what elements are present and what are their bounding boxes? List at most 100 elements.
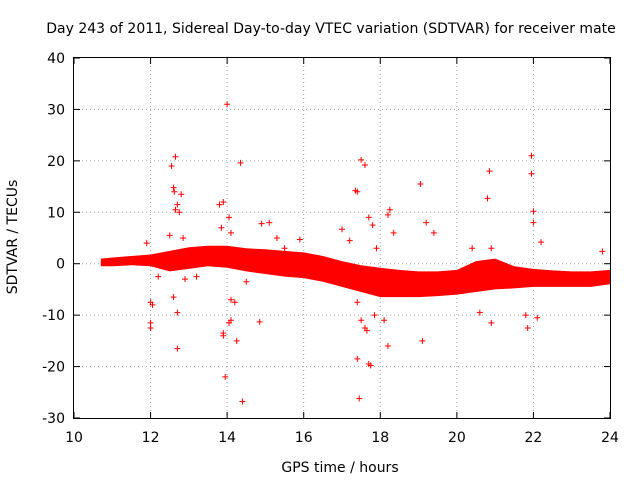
data-point	[361, 161, 368, 168]
data-point	[534, 314, 541, 321]
data-point	[339, 226, 345, 233]
data-point	[599, 248, 606, 255]
x-tick-label: 10	[65, 430, 83, 446]
data-point	[174, 345, 181, 352]
data-point	[417, 181, 424, 187]
data-point	[530, 219, 537, 226]
data-point	[233, 337, 240, 344]
data-point	[178, 191, 185, 198]
data-point	[396, 286, 403, 293]
data-point	[358, 156, 365, 163]
data-point	[155, 273, 162, 280]
data-point	[227, 229, 234, 236]
x-axis-label: GPS time / hours	[281, 460, 398, 476]
data-point	[528, 152, 535, 159]
data-point	[363, 327, 370, 334]
data-layer	[100, 101, 611, 405]
data-point	[386, 206, 393, 213]
data-point	[239, 398, 246, 405]
chart-title: Day 243 of 2011, Sidereal Day-to-day VTE…	[46, 21, 616, 37]
data-point	[369, 222, 376, 229]
data-point	[231, 299, 238, 306]
data-point	[256, 318, 263, 325]
data-point	[220, 199, 227, 205]
data-point	[346, 237, 353, 244]
data-point	[486, 168, 493, 175]
x-tick-label: 16	[295, 430, 313, 446]
data-point	[354, 299, 361, 306]
y-tick-label: 20	[47, 154, 65, 170]
y-tick-label: -30	[42, 411, 65, 427]
data-point	[168, 163, 175, 169]
y-tick-label: -20	[42, 360, 65, 376]
data-point	[354, 188, 361, 195]
data-point	[224, 101, 231, 108]
grid	[74, 58, 610, 418]
dense-point-band	[100, 245, 611, 298]
data-point	[170, 294, 177, 301]
y-tick-label: -10	[42, 308, 65, 324]
data-point	[218, 224, 225, 231]
data-point	[170, 184, 177, 191]
data-point	[530, 208, 537, 215]
data-point	[227, 317, 234, 324]
data-point	[367, 362, 374, 369]
data-point	[488, 245, 495, 252]
data-point	[296, 236, 303, 243]
data-point	[216, 201, 223, 208]
data-point	[273, 235, 280, 241]
data-point	[193, 273, 200, 280]
data-point	[484, 195, 491, 202]
data-point	[528, 170, 535, 177]
y-tick-label: 40	[47, 51, 65, 67]
data-point	[147, 319, 154, 326]
x-tick-label: 14	[218, 430, 236, 446]
data-point	[469, 245, 476, 252]
data-point	[143, 240, 150, 247]
data-point	[384, 211, 391, 218]
data-point	[371, 312, 378, 319]
data-point	[172, 206, 179, 213]
data-point	[174, 309, 181, 316]
data-point	[180, 235, 187, 241]
data-point	[258, 220, 265, 227]
data-point	[172, 153, 179, 160]
data-point	[358, 317, 365, 324]
data-point	[356, 395, 363, 402]
data-point	[365, 214, 372, 221]
axis-ticks: 10 12 14 16 18 20 22 24 -30 -20 -10 0 10 20 30 40	[42, 51, 619, 446]
data-point	[171, 188, 178, 195]
data-point	[147, 325, 154, 331]
data-point	[384, 343, 391, 349]
data-point	[237, 159, 244, 166]
x-tick-label: 12	[142, 430, 160, 446]
data-point	[281, 245, 288, 252]
data-point	[243, 278, 250, 285]
x-tick-label: 24	[601, 430, 619, 446]
y-tick-label: 30	[47, 102, 65, 118]
x-tick-label: 22	[525, 430, 543, 446]
y-tick-label: 10	[47, 205, 65, 221]
data-point	[423, 219, 430, 226]
x-tick-label: 20	[448, 430, 466, 446]
data-point	[176, 209, 183, 216]
data-point	[227, 296, 234, 303]
data-point	[149, 301, 156, 308]
data-point	[373, 245, 380, 252]
data-point	[220, 332, 227, 339]
data-point	[166, 232, 173, 239]
x-tick-label: 18	[371, 430, 389, 446]
y-axis-label: SDTVAR / TECUs	[5, 180, 21, 295]
data-point	[174, 201, 181, 208]
data-point	[488, 319, 495, 326]
data-point	[222, 373, 229, 380]
data-point	[266, 219, 273, 226]
data-point	[354, 355, 361, 362]
data-point	[538, 239, 545, 246]
data-point	[419, 337, 426, 344]
data-point	[524, 325, 531, 331]
data-point	[430, 229, 437, 236]
data-point	[522, 312, 529, 319]
data-point	[182, 276, 189, 283]
